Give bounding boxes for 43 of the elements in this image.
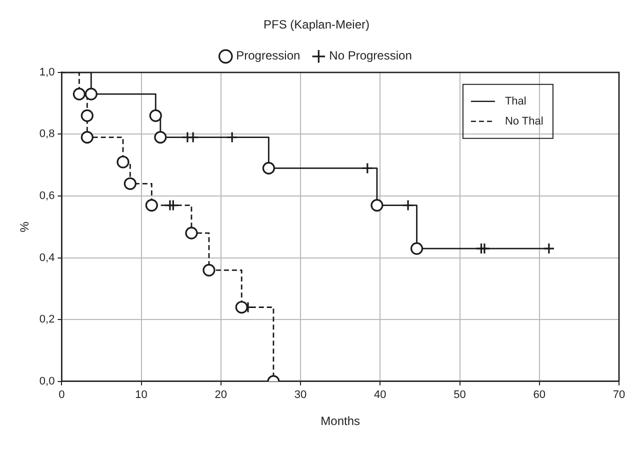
point (185, 226, 198, 240)
y-tick-label: 0,8 (39, 128, 55, 140)
x-tick-label: 60 (533, 389, 546, 402)
point (543, 242, 555, 254)
chart-title: PFS (Kaplan-Meier) (263, 18, 370, 32)
point (362, 162, 374, 174)
y-tick-label: 0,2 (39, 314, 55, 326)
point (80, 130, 94, 144)
x-tick-label: 0 (58, 389, 65, 402)
legend-label: No Thal (504, 115, 544, 128)
point (262, 162, 275, 174)
point (235, 300, 248, 314)
point (154, 130, 167, 144)
point (202, 264, 216, 276)
x-tick-label: 10 (135, 389, 148, 402)
x-tick-label: 30 (294, 389, 307, 402)
x-tick-label: 70 (612, 389, 626, 402)
point (149, 109, 162, 122)
y-tick-label: 0,6 (39, 190, 55, 202)
point (410, 242, 424, 255)
point (478, 242, 490, 254)
y-tick-label: 0,0 (39, 375, 55, 388)
y-axis-title: % (18, 221, 32, 232)
point (72, 88, 86, 100)
y-tick-label: 1,0 (39, 66, 55, 78)
point (116, 156, 130, 168)
y-tick-label: 0,4 (39, 252, 55, 264)
point (167, 199, 179, 212)
x-tick-label: 50 (454, 389, 466, 402)
x-tick-label: 40 (374, 389, 386, 402)
legend-label: Progression (236, 48, 300, 63)
point (80, 109, 94, 122)
point (124, 177, 136, 190)
point (84, 88, 98, 100)
x-axis-title: Months (320, 414, 360, 428)
point (402, 199, 414, 212)
x-tick-label: 20 (214, 389, 228, 402)
legend-label: Thal (504, 95, 526, 108)
point (226, 131, 238, 144)
point (145, 198, 158, 212)
point (370, 198, 384, 212)
legend-label: No Progression (329, 48, 412, 63)
point (187, 131, 199, 144)
